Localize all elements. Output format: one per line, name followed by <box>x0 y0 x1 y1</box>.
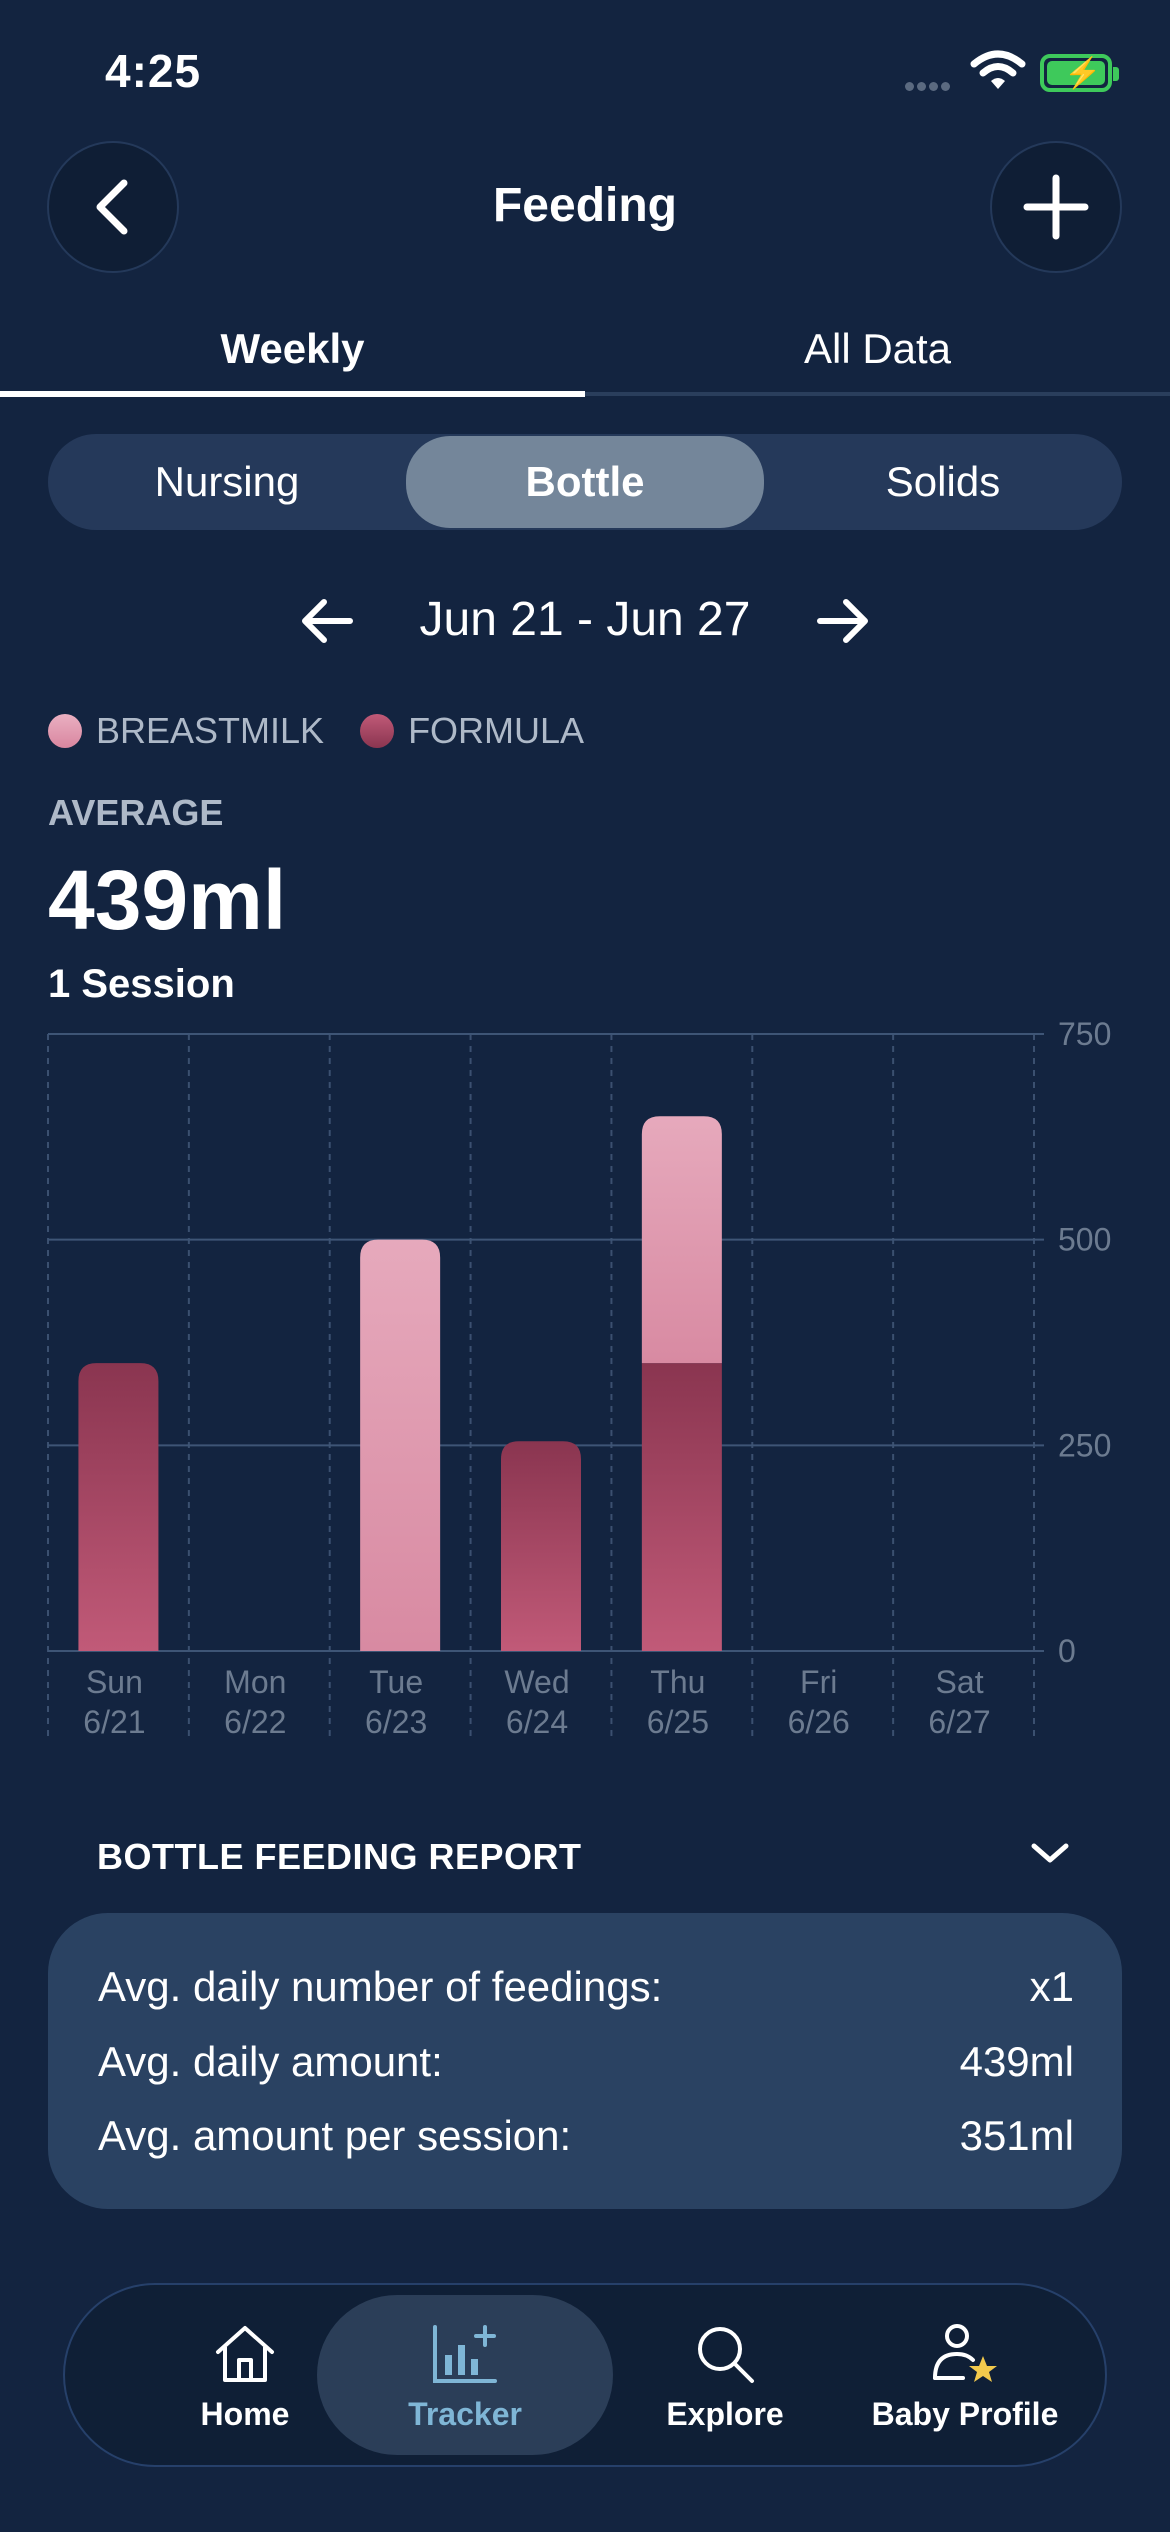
x-date-label: 6/24 <box>506 1704 568 1740</box>
legend-swatch-formula <box>360 714 395 748</box>
report-title: BOTTLE FEEDING REPORT <box>97 1836 582 1877</box>
session-count: 1 Session <box>48 962 235 1006</box>
report-card: Avg. daily number of feedings: x1 Avg. d… <box>48 1913 1122 2209</box>
tab-all-data[interactable]: All Data <box>803 325 952 372</box>
segment-nursing[interactable]: Nursing <box>154 458 300 505</box>
next-week-button[interactable] <box>814 592 872 655</box>
arrow-right-icon <box>817 599 868 643</box>
bar-breastmilk-thu <box>641 1116 722 1364</box>
x-day-label: Sun <box>86 1664 143 1700</box>
chart-legend: BREASTMILK FORMULA <box>48 710 620 752</box>
tab-divider <box>0 392 1170 396</box>
nav-baby-profile[interactable]: Baby Profile <box>845 2285 1085 2465</box>
x-day-label: Wed <box>504 1664 569 1700</box>
bottom-nav: Home Tracker Explore <box>63 2283 1107 2467</box>
x-day-label: Mon <box>224 1664 286 1700</box>
report-row-value: x1 <box>1029 1963 1074 2010</box>
y-tick-label: 250 <box>1058 1427 1111 1463</box>
report-row-value: 439ml <box>959 2038 1074 2085</box>
report-row-label: Avg. amount per session: <box>98 2112 572 2159</box>
x-day-label: Thu <box>650 1664 705 1700</box>
bar-formula-sun <box>78 1363 159 1651</box>
x-date-label: 6/27 <box>928 1704 990 1740</box>
report-row: Avg. daily amount: 439ml <box>98 2038 1074 2086</box>
average-value: 439ml <box>48 853 287 947</box>
nav-explore-label: Explore <box>666 2395 784 2432</box>
baby-profile-icon <box>927 2318 1003 2390</box>
report-row: Avg. daily number of feedings: x1 <box>98 1963 1074 2011</box>
bar-formula-thu <box>641 1363 722 1651</box>
add-entry-button[interactable] <box>990 141 1122 273</box>
weekly-bottle-chart: 0 250 500 750 Sun 6/21 Mon 6/22 Tue 6/23 Wed 6/24 Th… <box>47 1016 1111 1741</box>
legend-label: FORMULA <box>408 710 585 751</box>
tab-active-indicator <box>0 391 585 397</box>
nav-tracker-label: Tracker <box>408 2395 522 2432</box>
page-title: Feeding <box>492 179 677 232</box>
arrow-left-icon <box>302 599 353 643</box>
nav-baby-profile-label: Baby Profile <box>871 2395 1059 2432</box>
chevron-down-icon <box>1031 1843 1069 1863</box>
previous-week-button[interactable] <box>298 592 356 655</box>
week-range-label: Jun 21 - Jun 27 <box>419 593 751 646</box>
x-date-label: 6/21 <box>83 1704 145 1740</box>
x-day-label: Sat <box>936 1664 984 1700</box>
tab-weekly[interactable]: Weekly <box>220 325 365 372</box>
plus-icon <box>1023 174 1089 240</box>
status-time: 4:25 <box>105 45 202 97</box>
search-icon <box>692 2318 758 2390</box>
segment-bottle[interactable]: Bottle <box>406 436 764 528</box>
report-toggle-button[interactable] <box>1028 1838 1072 1873</box>
x-date-label: 6/22 <box>224 1704 286 1740</box>
legend-item-breastmilk: BREASTMILK <box>48 710 324 752</box>
signal-icon <box>905 78 953 96</box>
bar-formula-wed <box>501 1441 581 1651</box>
x-date-label: 6/25 <box>647 1704 709 1740</box>
nav-home[interactable]: Home <box>145 2285 345 2465</box>
x-date-label: 6/26 <box>788 1704 850 1740</box>
home-icon <box>212 2318 278 2390</box>
y-tick-label: 500 <box>1058 1222 1111 1258</box>
nav-explore[interactable]: Explore <box>625 2285 825 2465</box>
wifi-icon <box>970 50 1026 97</box>
feeding-type-segmented-control: Nursing Bottle Solids <box>48 434 1122 530</box>
report-row-value: 351ml <box>959 2112 1074 2159</box>
battery-icon: ⚡ <box>1040 54 1119 92</box>
back-arrow-icon <box>96 179 128 235</box>
x-day-label: Fri <box>800 1664 837 1700</box>
average-label: AVERAGE <box>48 792 224 833</box>
report-row-label: Avg. daily amount: <box>98 2038 443 2085</box>
nav-tracker[interactable]: Tracker <box>317 2295 613 2455</box>
report-row-label: Avg. daily number of feedings: <box>98 1963 663 2010</box>
y-tick-label: 0 <box>1058 1633 1076 1669</box>
bar-breastmilk-tue <box>360 1239 441 1651</box>
legend-label: BREASTMILK <box>96 710 325 751</box>
x-day-label: Tue <box>369 1664 423 1700</box>
segment-solids[interactable]: Solids <box>885 458 1001 505</box>
report-row: Avg. amount per session: 351ml <box>98 2112 1074 2160</box>
back-button[interactable] <box>47 141 179 273</box>
legend-item-formula: FORMULA <box>360 710 584 752</box>
y-tick-label: 750 <box>1058 1016 1111 1052</box>
legend-swatch-breastmilk <box>48 714 82 748</box>
x-date-label: 6/23 <box>365 1704 427 1740</box>
tracker-chart-icon <box>429 2318 501 2390</box>
nav-home-label: Home <box>200 2395 290 2432</box>
